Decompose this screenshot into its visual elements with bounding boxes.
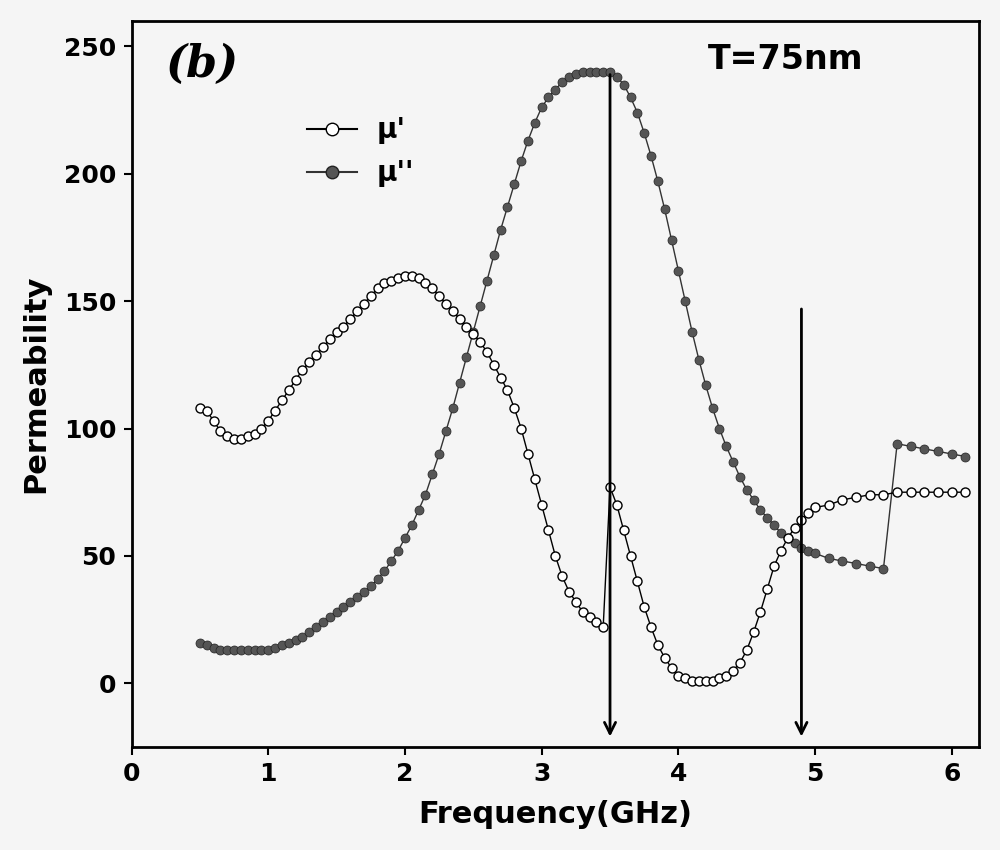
- Text: T=75nm: T=75nm: [708, 42, 863, 76]
- Legend: μ', μ'': μ', μ'': [297, 106, 424, 197]
- X-axis label: Frequency(GHz): Frequency(GHz): [418, 800, 692, 829]
- Y-axis label: Permeability: Permeability: [21, 275, 50, 493]
- Text: (b): (b): [165, 42, 239, 86]
